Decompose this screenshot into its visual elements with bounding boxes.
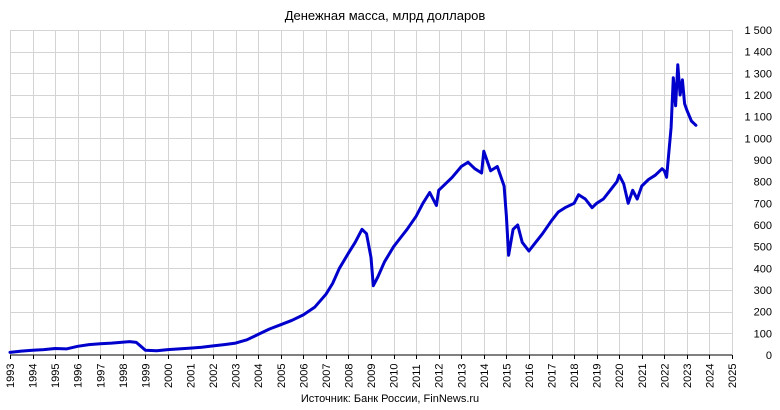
- x-tick-label: 1997: [95, 364, 107, 388]
- y-tick-label: 900: [754, 155, 772, 167]
- x-tick-label: 2025: [727, 364, 739, 388]
- y-tick-label: 300: [754, 285, 772, 297]
- x-tick-label: 2010: [389, 364, 401, 388]
- y-tick-label: 1 400: [744, 47, 772, 59]
- x-tick-label: 2018: [569, 364, 581, 388]
- y-tick-label: 0: [766, 350, 772, 362]
- gridlines: [10, 30, 733, 355]
- x-tick-label: 2002: [208, 364, 220, 388]
- y-tick-label: 700: [754, 198, 772, 210]
- y-tick-label: 800: [754, 177, 772, 189]
- x-tick-label: 1999: [140, 364, 152, 388]
- y-tick-label: 400: [754, 263, 772, 275]
- money-supply-series-line: [8, 63, 698, 354]
- x-tick-label: 2005: [276, 364, 288, 388]
- x-tick-label: 2016: [524, 364, 536, 388]
- y-tick-label: 1 100: [744, 112, 772, 124]
- x-axis-ticks: 1993 1994 1995 1996 1997 1998 1999 2000 2001 2002…: [5, 355, 739, 388]
- x-tick-label: 2013: [456, 364, 468, 388]
- x-tick-label: 1993: [5, 364, 17, 388]
- y-tick-label: 100: [754, 328, 772, 340]
- x-tick-label: 2012: [434, 364, 446, 388]
- y-tick-label: 1 000: [744, 133, 772, 145]
- x-tick-label: 2015: [501, 364, 513, 388]
- x-tick-label: 2001: [186, 364, 198, 388]
- x-tick-label: 2008: [343, 364, 355, 388]
- x-tick-label: 2004: [253, 364, 265, 388]
- x-tick-label: 1995: [50, 364, 62, 388]
- chart-title: Денежная масса, млрд долларов: [285, 8, 486, 23]
- x-tick-label: 2017: [547, 364, 559, 388]
- x-tick-label: 1998: [118, 364, 130, 388]
- y-tick-label: 500: [754, 242, 772, 254]
- x-tick-label: 1996: [73, 364, 85, 388]
- x-tick-label: 2014: [479, 364, 491, 388]
- y-tick-label: 200: [754, 307, 772, 319]
- x-tick-label: 2011: [411, 364, 423, 388]
- x-tick-label: 2022: [659, 364, 671, 388]
- x-tick-label: 2019: [592, 364, 604, 388]
- x-tick-label: 2007: [321, 364, 333, 388]
- x-tick-label: 2006: [298, 364, 310, 388]
- x-tick-label: 2003: [231, 364, 243, 388]
- y-tick-label: 1 300: [744, 68, 772, 80]
- source-note: Источник: Банк России, FinNews.ru: [301, 393, 479, 405]
- x-tick-label: 2023: [682, 364, 694, 388]
- y-tick-label: 1 200: [744, 90, 772, 102]
- x-tick-label: 2020: [614, 364, 626, 388]
- y-tick-label: 600: [754, 220, 772, 232]
- x-tick-label: 1994: [28, 364, 40, 388]
- y-axis-ticks: 0 100 200 300 400 500 600 700 800 900 1 000 1 100 1 …: [744, 25, 772, 362]
- y-tick-label: 1 500: [744, 25, 772, 37]
- x-tick-label: 2021: [637, 364, 649, 388]
- x-tick-label: 2009: [366, 364, 378, 388]
- x-tick-label: 2000: [163, 364, 175, 388]
- x-tick-label: 2024: [704, 364, 716, 388]
